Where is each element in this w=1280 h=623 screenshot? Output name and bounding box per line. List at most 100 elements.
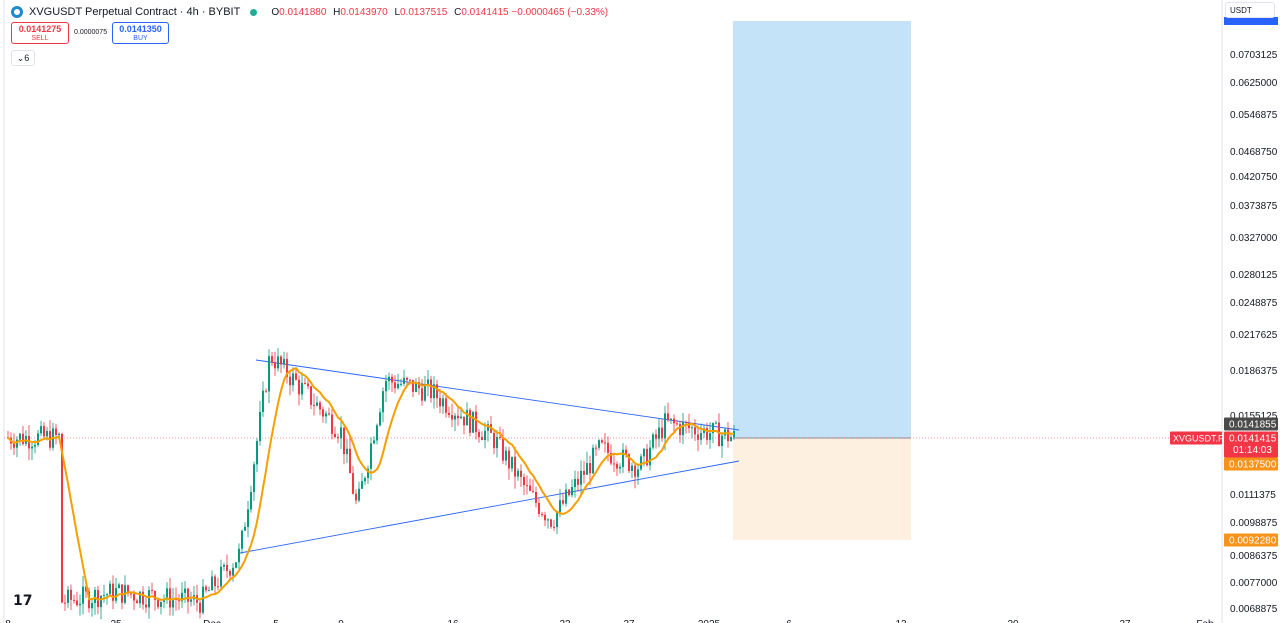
triangle-upper-line bbox=[255, 359, 740, 431]
candle-body bbox=[136, 600, 138, 604]
candle-body bbox=[487, 424, 489, 431]
candle-body bbox=[79, 603, 81, 606]
candle-body bbox=[127, 585, 129, 594]
triangle-lower-line bbox=[239, 460, 740, 554]
candle-body bbox=[508, 450, 510, 469]
candle-body bbox=[190, 599, 192, 602]
candle-body bbox=[565, 489, 567, 504]
price-marker-label: 0.0137500 bbox=[1229, 460, 1277, 471]
price-tick-label: 0.0546875 bbox=[1230, 110, 1278, 121]
candle-body bbox=[55, 428, 57, 436]
candle-body bbox=[70, 589, 72, 600]
candle-body bbox=[103, 595, 105, 597]
candle-body bbox=[310, 386, 312, 405]
price-tick-label: 0.0280125 bbox=[1230, 270, 1278, 281]
symbol-tag-label: XVGUSDT.P bbox=[1173, 434, 1224, 444]
time-tick-label: 5 bbox=[273, 619, 279, 623]
candle-body bbox=[562, 500, 564, 504]
candle-body bbox=[526, 485, 528, 487]
candle-body bbox=[76, 600, 78, 606]
candle-body bbox=[40, 426, 42, 434]
tradingview-logo[interactable]: 17 bbox=[13, 593, 33, 609]
price-tick-label: 0.0086375 bbox=[1230, 551, 1278, 562]
candle-body bbox=[475, 411, 477, 433]
candle-body bbox=[145, 604, 147, 608]
candle-body bbox=[223, 564, 225, 567]
candle-body bbox=[469, 410, 471, 433]
candle-body bbox=[358, 488, 360, 501]
candle-body bbox=[46, 431, 48, 437]
candle-body bbox=[109, 583, 111, 595]
candle-body bbox=[259, 411, 261, 441]
candle-body bbox=[439, 398, 441, 407]
candle-body bbox=[553, 526, 555, 528]
indicators-toggle[interactable]: ⌄6 bbox=[11, 50, 35, 66]
candle-body bbox=[337, 437, 339, 439]
candle-body bbox=[133, 593, 135, 601]
candle-body bbox=[538, 502, 540, 514]
price-tick-label: 0.0420750 bbox=[1230, 172, 1278, 183]
candle-body bbox=[718, 422, 720, 447]
price-tick-label: 0.0186375 bbox=[1230, 366, 1278, 377]
candle-body bbox=[16, 439, 18, 448]
candle-body bbox=[346, 448, 348, 454]
candle-body bbox=[352, 473, 354, 494]
candle-body bbox=[34, 444, 36, 447]
candle-body bbox=[139, 591, 141, 604]
candle-body bbox=[685, 422, 687, 424]
currency-selector[interactable]: USDT bbox=[1225, 2, 1275, 18]
candle-body bbox=[100, 595, 102, 608]
candle-body bbox=[208, 590, 210, 592]
candle-body bbox=[427, 379, 429, 385]
candle-body bbox=[715, 422, 717, 424]
price-tick-label: 0.0373875 bbox=[1230, 201, 1278, 212]
sell-button[interactable]: 0.0141275 SELL bbox=[11, 22, 69, 44]
candle-body bbox=[502, 437, 504, 461]
candle-body bbox=[301, 382, 303, 395]
price-marker-label: 0.0092280 bbox=[1229, 536, 1277, 547]
candle-body bbox=[631, 465, 633, 471]
candle-body bbox=[547, 519, 549, 521]
candle-body bbox=[367, 468, 369, 478]
candle-body bbox=[577, 479, 579, 485]
candle-body bbox=[604, 442, 606, 444]
candle-body bbox=[217, 586, 219, 588]
candle-body bbox=[178, 599, 180, 602]
candle-body bbox=[277, 356, 279, 369]
candle-body bbox=[643, 448, 645, 457]
moving-average-line bbox=[7, 367, 735, 601]
candle-body bbox=[343, 427, 345, 454]
candle-body bbox=[19, 433, 21, 440]
candle-body bbox=[721, 435, 723, 447]
price-tick-label: 0.0098875 bbox=[1230, 518, 1278, 529]
candle-body bbox=[289, 376, 291, 386]
candle-body bbox=[211, 576, 213, 591]
candle-body bbox=[607, 442, 609, 453]
time-tick-label: 20 bbox=[1007, 619, 1019, 623]
candle-body bbox=[544, 515, 546, 521]
candle-body bbox=[328, 413, 330, 415]
candle-body bbox=[535, 491, 537, 503]
candle-body bbox=[418, 382, 420, 389]
price-tick-label: 0.0248875 bbox=[1230, 298, 1278, 309]
candle-body bbox=[169, 588, 171, 608]
candle-body bbox=[511, 456, 513, 469]
time-tick-label: 27 bbox=[1119, 619, 1131, 623]
candle-body bbox=[43, 426, 45, 437]
candle-body bbox=[514, 456, 516, 477]
candle-body bbox=[262, 390, 264, 412]
buy-button[interactable]: 0.0141350 BUY bbox=[112, 22, 169, 44]
target-price-marker bbox=[1224, 17, 1278, 25]
candle-body bbox=[184, 588, 186, 593]
candle-body bbox=[406, 377, 408, 380]
candle-body bbox=[382, 391, 384, 413]
candle-body bbox=[280, 356, 282, 365]
candle-body bbox=[445, 398, 447, 413]
candle-body bbox=[409, 379, 411, 381]
candle-body bbox=[550, 519, 552, 527]
market-open-icon bbox=[250, 8, 258, 16]
candle-body bbox=[634, 465, 636, 477]
symbol-title[interactable]: XVGUSDT Perpetual Contract · 4h · BYBIT bbox=[29, 6, 241, 18]
candle-body bbox=[238, 548, 240, 563]
